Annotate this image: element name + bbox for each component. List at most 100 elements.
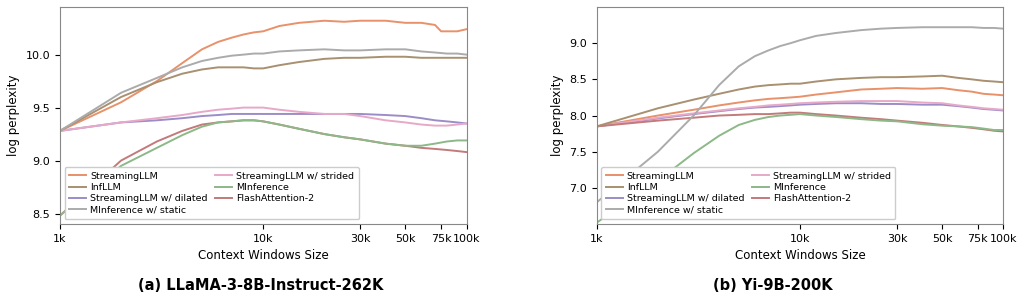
InfLLM — [966, 78, 978, 81]
StreamingLLM — [988, 93, 1000, 96]
MInference — [988, 128, 1000, 132]
InfLLM — [591, 125, 603, 128]
StreamingLLM w/ strided — [399, 121, 412, 124]
MInference — [874, 119, 887, 122]
StreamingLLM w/ strided — [988, 107, 1000, 111]
Line: MInference w/ static: MInference w/ static — [597, 27, 1004, 202]
FlashAttention-2 — [248, 118, 260, 122]
StreamingLLM — [151, 79, 163, 83]
StreamingLLM w/ strided — [225, 107, 238, 110]
FlashAttention-2 — [855, 116, 867, 120]
StreamingLLM w/ dilated — [151, 118, 163, 122]
FlashAttention-2 — [952, 125, 965, 128]
Text: (a) LLaMA-3-8B-Instruct-262K: (a) LLaMA-3-8B-Instruct-262K — [138, 278, 384, 293]
StreamingLLM w/ dilated — [762, 105, 774, 109]
InfLLM — [936, 74, 948, 78]
FlashAttention-2 — [794, 111, 806, 115]
MInference w/ static — [151, 76, 163, 80]
StreamingLLM — [53, 129, 66, 133]
StreamingLLM w/ dilated — [440, 120, 453, 123]
InfLLM — [151, 81, 163, 84]
StreamingLLM w/ dilated — [451, 121, 463, 124]
StreamingLLM w/ strided — [354, 114, 367, 118]
Legend: StreamingLLM, InfLLM, StreamingLLM w/ dilated, MInference w/ static, StreamingLL: StreamingLLM, InfLLM, StreamingLLM w/ di… — [601, 167, 895, 219]
StreamingLLM — [429, 23, 441, 27]
MInference — [53, 214, 66, 218]
FlashAttention-2 — [978, 128, 990, 131]
Line: StreamingLLM w/ strided: StreamingLLM w/ strided — [59, 107, 467, 131]
InfLLM — [891, 75, 903, 79]
MInference — [461, 139, 473, 142]
StreamingLLM w/ dilated — [713, 110, 725, 113]
InfLLM — [810, 80, 822, 83]
InfLLM — [338, 56, 350, 59]
StreamingLLM — [936, 86, 948, 90]
StreamingLLM — [794, 95, 806, 99]
StreamingLLM w/ strided — [338, 112, 350, 116]
StreamingLLM w/ dilated — [732, 107, 744, 111]
MInference w/ static — [196, 59, 208, 63]
MInference — [440, 140, 453, 143]
StreamingLLM w/ dilated — [855, 102, 867, 105]
MInference — [978, 127, 990, 130]
MInference w/ static — [988, 26, 1000, 30]
MInference — [784, 113, 797, 117]
MInference w/ static — [936, 25, 948, 29]
StreamingLLM w/ dilated — [429, 118, 441, 122]
StreamingLLM w/ strided — [293, 110, 305, 114]
FlashAttention-2 — [416, 146, 428, 150]
StreamingLLM — [293, 21, 305, 25]
FlashAttention-2 — [997, 130, 1010, 133]
InfLLM — [429, 56, 441, 59]
StreamingLLM w/ dilated — [687, 112, 699, 116]
FlashAttention-2 — [196, 123, 208, 126]
StreamingLLM w/ strided — [997, 108, 1010, 112]
FlashAttention-2 — [810, 112, 822, 116]
MInference w/ static — [762, 49, 774, 52]
MInference w/ static — [651, 150, 664, 154]
InfLLM — [53, 129, 66, 133]
StreamingLLM w/ strided — [713, 109, 725, 112]
MInference — [318, 132, 331, 136]
StreamingLLM w/ strided — [651, 116, 664, 120]
Line: InfLLM: InfLLM — [59, 57, 467, 131]
InfLLM — [855, 76, 867, 80]
InfLLM — [687, 98, 699, 102]
StreamingLLM w/ strided — [53, 129, 66, 133]
Line: FlashAttention-2: FlashAttention-2 — [597, 113, 1004, 131]
StreamingLLM w/ dilated — [784, 104, 797, 107]
InfLLM — [273, 63, 286, 67]
MInference — [293, 127, 305, 131]
Text: (b) Yi-9B-200K: (b) Yi-9B-200K — [714, 278, 833, 293]
StreamingLLM — [248, 30, 260, 34]
Line: StreamingLLM w/ dilated: StreamingLLM w/ dilated — [59, 114, 467, 131]
MInference w/ static — [810, 34, 822, 38]
MInference w/ static — [774, 44, 786, 48]
InfLLM — [225, 65, 238, 69]
MInference w/ static — [591, 201, 603, 204]
StreamingLLM w/ strided — [380, 118, 392, 122]
FlashAttention-2 — [749, 112, 761, 116]
InfLLM — [732, 88, 744, 91]
MInference w/ static — [380, 48, 392, 51]
StreamingLLM — [591, 125, 603, 128]
FlashAttention-2 — [451, 149, 463, 153]
Legend: StreamingLLM, InfLLM, StreamingLLM w/ dilated, MInference w/ static, StreamingLL: StreamingLLM, InfLLM, StreamingLLM w/ di… — [65, 167, 358, 219]
FlashAttention-2 — [988, 129, 1000, 133]
MInference w/ static — [891, 26, 903, 30]
Line: StreamingLLM: StreamingLLM — [59, 21, 467, 131]
MInference w/ static — [966, 25, 978, 29]
InfLLM — [461, 56, 473, 59]
StreamingLLM — [916, 87, 929, 91]
StreamingLLM — [874, 87, 887, 91]
StreamingLLM — [966, 90, 978, 94]
FlashAttention-2 — [774, 112, 786, 115]
MInference w/ static — [732, 65, 744, 68]
InfLLM — [762, 83, 774, 87]
MInference — [916, 123, 929, 126]
StreamingLLM — [273, 24, 286, 28]
StreamingLLM w/ dilated — [273, 112, 286, 116]
FlashAttention-2 — [966, 126, 978, 130]
StreamingLLM w/ strided — [966, 105, 978, 109]
StreamingLLM — [318, 19, 331, 22]
